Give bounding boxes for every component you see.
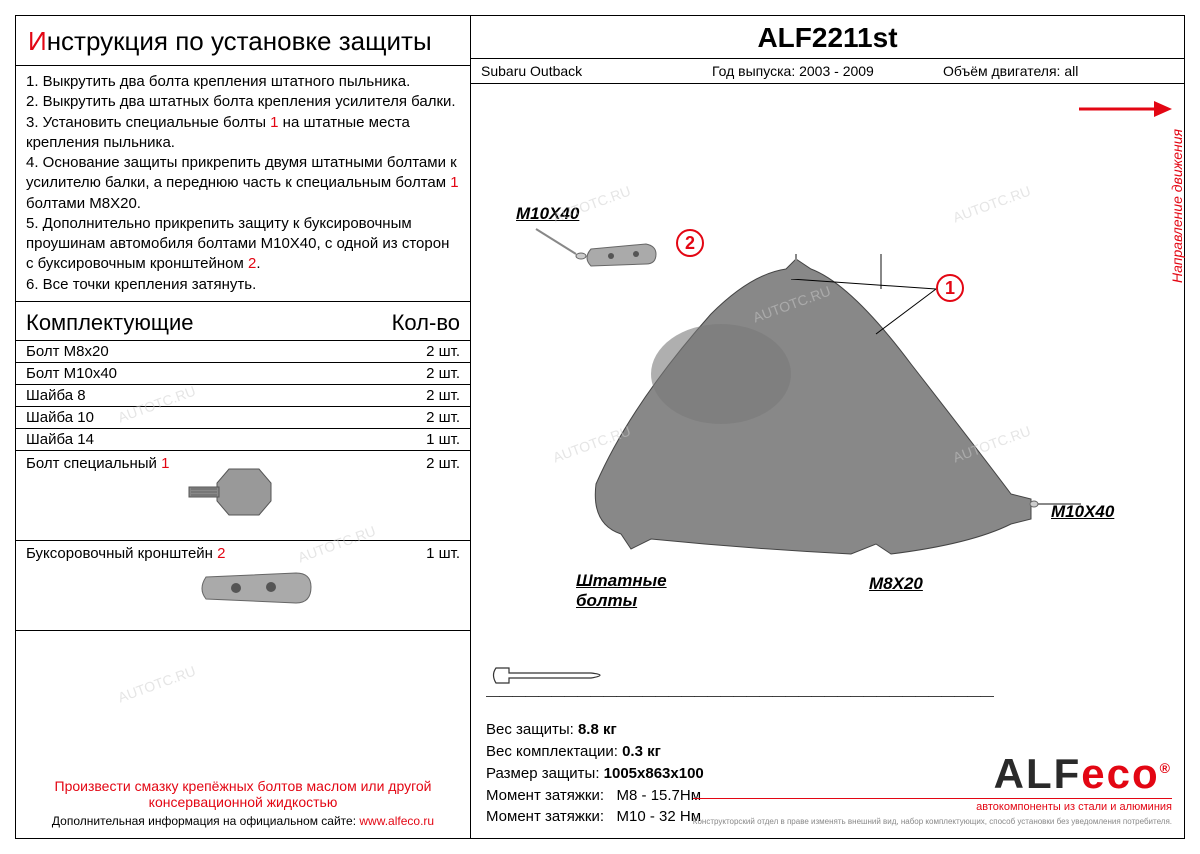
callout-m10x40-top: M10X40: [516, 204, 579, 224]
callout-m8x20: M8X20: [869, 574, 923, 594]
instruction-step: 6. Все точки крепления затянуть.: [26, 275, 460, 295]
callout-stock-bolts: Штатные болты: [576, 571, 667, 611]
main-title: Инструкция по установке защиты: [16, 16, 470, 66]
direction-arrow-icon: [1074, 94, 1174, 124]
title-rest: нструкция по установке защиты: [47, 26, 432, 56]
specifications: Вес защиты: 8.8 кг Вес комплектации: 0.3…: [486, 719, 704, 828]
divider-line: ―――――――――――――――――――――――――――――――――――――――: [486, 687, 993, 703]
diagram-area: Направление движения M10X40 2 1: [471, 84, 1184, 644]
year-spec: Год выпуска: 2003 - 2009: [712, 63, 943, 79]
spec-torque-m10: Момент затяжки: М10 - 32 Нм: [486, 806, 704, 828]
logo-text: ALFeco®: [693, 750, 1172, 798]
components-header: Комплектующие Кол-во: [16, 302, 470, 341]
site-info: Дополнительная информация на официальном…: [28, 814, 458, 828]
qty-label: Кол-во: [392, 310, 460, 336]
components-label: Комплектующие: [26, 310, 193, 336]
logo-disclaimer: Конструкторский отдел в праве изменять в…: [693, 817, 1172, 826]
bolt-right-illustration: [1026, 494, 1086, 514]
instruction-step: 1. Выкрутить два болта крепления штатног…: [26, 72, 460, 92]
product-code: ALF2211st: [471, 16, 1184, 59]
brand-logo: ALFeco® автокомпоненты из стали и алюмин…: [693, 750, 1172, 826]
spec-size: Размер защиты: 1005x863x100: [486, 763, 704, 785]
lubrication-warning: Произвести смазку крепёжных болтов масло…: [28, 778, 458, 810]
instruction-step: 2. Выкрутить два штатных болта крепления…: [26, 92, 460, 112]
bolt-illustration: [181, 461, 291, 526]
wrench-icon: [491, 663, 611, 688]
spec-kit-weight: Вес комплектации: 0.3 кг: [486, 741, 704, 763]
document-page: Инструкция по установке защиты 1. Выкрут…: [15, 15, 1185, 839]
callout-circle-2: 2: [676, 229, 704, 257]
product-specs-row: Subaru Outback Год выпуска: 2003 - 2009 …: [471, 59, 1184, 83]
title-initial: И: [28, 26, 47, 56]
bracket-illustration: [196, 569, 316, 609]
table-row: Шайба 102 шт.: [16, 407, 470, 429]
table-row: Болт М8х202 шт.: [16, 341, 470, 363]
footer-note: Произвести смазку крепёжных болтов масло…: [16, 768, 470, 838]
table-row: Буксоровочный кронштейн 2 1 шт.: [16, 541, 470, 631]
direction-label: Направление движения: [1169, 129, 1185, 283]
left-column: Инструкция по установке защиты 1. Выкрут…: [16, 16, 471, 838]
instructions-block: 1. Выкрутить два болта крепления штатног…: [16, 66, 470, 302]
callout-line-1: [791, 279, 941, 339]
website-link: www.alfeco.ru: [359, 814, 434, 828]
instruction-step: 5. Дополнительно прикрепить защиту к бук…: [26, 214, 460, 275]
logo-tagline: автокомпоненты из стали и алюминия: [693, 798, 1172, 813]
bracket-top-illustration: [531, 224, 661, 274]
table-row: Шайба 141 шт.: [16, 429, 470, 451]
right-column: ALF2211st Subaru Outback Год выпуска: 20…: [471, 16, 1184, 838]
engine-spec: Объём двигателя: all: [943, 63, 1174, 79]
instruction-step: 3. Установить специальные болты 1 на шта…: [26, 113, 460, 154]
instruction-step: 4. Основание защиты прикрепить двумя шта…: [26, 153, 460, 214]
vehicle-name: Subaru Outback: [481, 63, 712, 79]
table-row: Болт специальный 1 2 шт.: [16, 451, 470, 541]
product-header: ALF2211st Subaru Outback Год выпуска: 20…: [471, 16, 1184, 84]
spec-weight: Вес защиты: 8.8 кг: [486, 719, 704, 741]
table-row: Шайба 82 шт.: [16, 385, 470, 407]
table-row: Болт М10х402 шт.: [16, 363, 470, 385]
components-table: Болт М8х202 шт. Болт М10х402 шт. Шайба 8…: [16, 341, 470, 768]
spec-torque-m8: Момент затяжки: М8 - 15.7Нм: [486, 785, 704, 807]
